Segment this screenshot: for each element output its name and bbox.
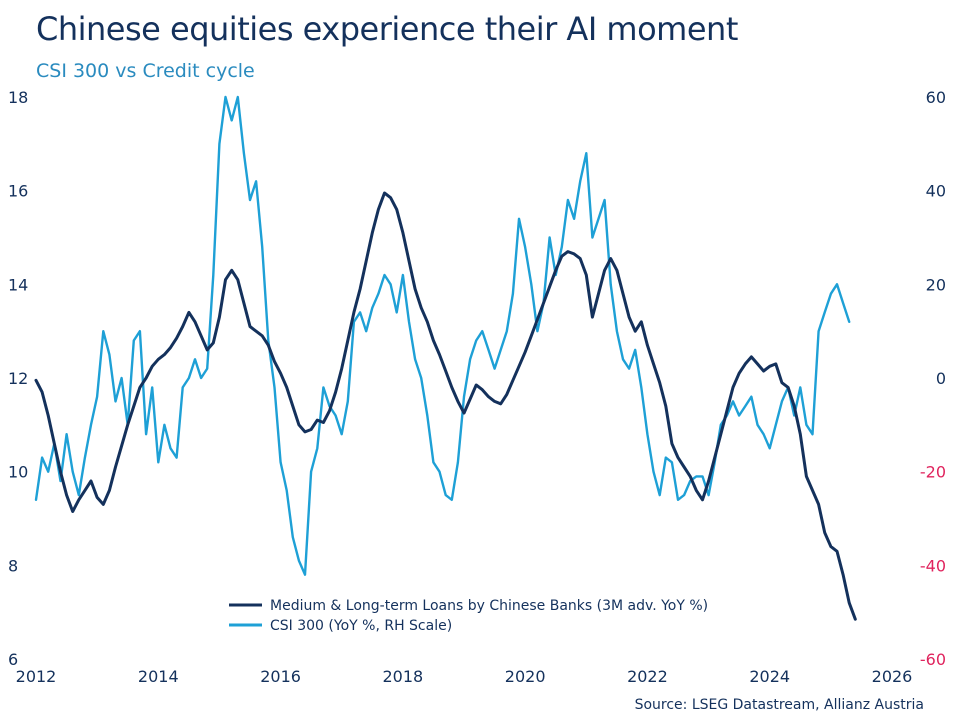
legend-label-csi: CSI 300 (YoY %, RH Scale) xyxy=(270,618,452,634)
chart-subtitle: CSI 300 vs Credit cycle xyxy=(36,60,255,82)
right-tick-label: -40 xyxy=(920,556,946,575)
x-tick-label: 2026 xyxy=(872,667,913,686)
source-note: Source: LSEG Datastream, Allianz Austria xyxy=(634,697,924,713)
right-tick-label: 60 xyxy=(926,88,946,107)
x-tick-label: 2022 xyxy=(627,667,668,686)
left-tick-label: 18 xyxy=(8,88,28,107)
left-tick-label: 12 xyxy=(8,369,28,388)
right-axis-ticks: 60 40 20 0 -20 -40 -60 xyxy=(920,88,946,669)
x-axis-ticks: 2012 2014 2016 2018 2020 2022 2024 2026 xyxy=(16,667,913,686)
right-tick-label: 40 xyxy=(926,182,946,201)
legend: Medium & Long-term Loans by Chinese Bank… xyxy=(229,598,708,634)
left-tick-label: 14 xyxy=(8,275,28,294)
x-tick-label: 2012 xyxy=(16,667,57,686)
left-tick-label: 6 xyxy=(8,650,18,669)
series-line-loans xyxy=(34,191,857,621)
left-axis-ticks: 18 16 14 12 10 8 6 xyxy=(8,88,28,669)
left-tick-label: 8 xyxy=(8,556,18,575)
x-tick-label: 2018 xyxy=(382,667,423,686)
left-tick-label: 16 xyxy=(8,182,28,201)
legend-label-loans: Medium & Long-term Loans by Chinese Bank… xyxy=(270,598,708,614)
left-tick-label: 10 xyxy=(8,463,28,482)
x-tick-label: 2014 xyxy=(138,667,179,686)
page-title: Chinese equities experience their AI mom… xyxy=(36,10,738,48)
x-tick-label: 2016 xyxy=(260,667,301,686)
x-tick-label: 2024 xyxy=(749,667,790,686)
series-layer xyxy=(34,95,857,621)
right-tick-label: 0 xyxy=(936,369,946,388)
right-tick-label: -20 xyxy=(920,463,946,482)
series-line-csi xyxy=(34,95,851,576)
right-tick-label: -60 xyxy=(920,650,946,669)
right-tick-label: 20 xyxy=(926,275,946,294)
x-tick-label: 2020 xyxy=(505,667,546,686)
